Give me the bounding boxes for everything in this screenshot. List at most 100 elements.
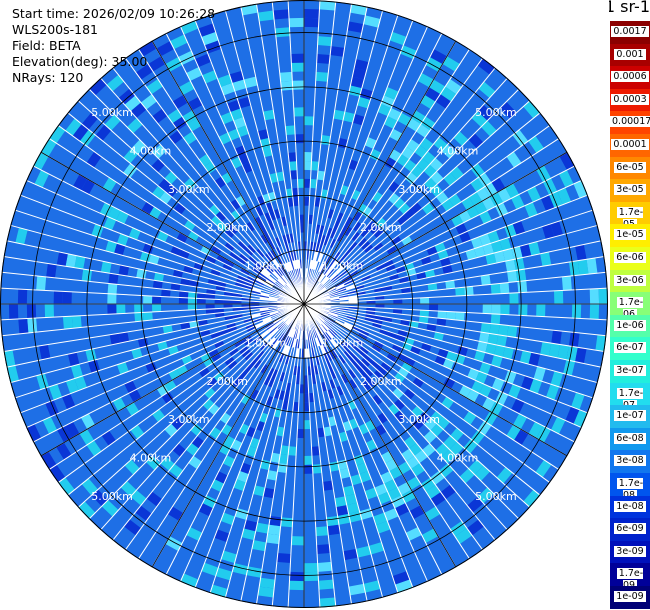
heatmap-cell [404, 356, 416, 367]
heatmap-cell [304, 562, 319, 573]
heatmap-cell [331, 275, 341, 283]
heatmap-cell [489, 323, 500, 335]
heatmap-cell [190, 423, 203, 437]
heatmap-cell [44, 304, 54, 318]
heatmap-cell [430, 492, 446, 507]
ray-line [1, 271, 305, 305]
heatmap-cell [162, 324, 173, 334]
heatmap-cell [157, 341, 168, 351]
heatmap-cell [455, 287, 465, 297]
heatmap-cell [145, 455, 161, 471]
heatmap-cell [317, 326, 324, 335]
ray-line [194, 303, 305, 588]
heatmap-cell [142, 243, 154, 255]
heatmap-cell [251, 290, 261, 295]
heatmap-cell [424, 506, 441, 521]
heatmap-cell [227, 360, 238, 370]
heatmap-cell [350, 343, 360, 352]
heatmap-cell [304, 455, 313, 465]
ray-line [303, 224, 598, 305]
heatmap-cell [224, 242, 235, 252]
heatmap-cell [513, 413, 528, 430]
heatmap-cell [215, 567, 233, 581]
heatmap-cell [140, 94, 157, 110]
heatmap-cell [489, 192, 504, 207]
heatmap-cell [280, 517, 293, 528]
heatmap-cell [321, 333, 329, 343]
heatmap-cell [322, 480, 334, 491]
ray-line [1, 303, 305, 337]
heatmap-cell [498, 324, 509, 337]
range-ring-labels: 1.00km 1.00km 1.00km 1.00km 2.00km 2.00km 2.00… [91, 106, 516, 503]
heatmap-cell [260, 234, 269, 245]
heatmap-cell [323, 426, 332, 437]
heatmap-cell [65, 253, 77, 268]
heatmap-cell [173, 202, 186, 215]
heatmap-cell [304, 8, 320, 19]
heatmap-cell [304, 17, 319, 28]
heatmap-cell [247, 244, 257, 254]
heatmap-cell [363, 354, 374, 364]
heatmap-cell [18, 318, 29, 334]
heatmap-cell [253, 485, 265, 497]
heatmap-cell [573, 180, 588, 199]
heatmap-cell [168, 130, 184, 145]
heatmap-cell [289, 580, 304, 591]
heatmap-cell [316, 336, 323, 346]
colorbar-tick-label: 1e-09 [614, 591, 646, 602]
colorbar-tick-label: 3e-05 [614, 184, 646, 196]
heatmap-cell [470, 163, 485, 178]
heatmap-cell [540, 341, 552, 357]
ray-line [303, 100, 531, 305]
ray-line [303, 303, 368, 602]
heatmap-cell [325, 351, 333, 362]
ray-line [48, 138, 305, 305]
heatmap-cell [292, 401, 299, 412]
heatmap-cell [377, 491, 392, 505]
ray-line [303, 303, 399, 594]
ray-line [20, 194, 305, 305]
heatmap-cell [291, 187, 299, 198]
heatmap-cell [353, 454, 365, 466]
heatmap-cell [479, 233, 492, 246]
heatmap-cell [218, 328, 229, 337]
heatmap-cell [277, 332, 285, 342]
heatmap-cell [269, 326, 278, 334]
heatmap-cell [499, 101, 517, 119]
heatmap-cell [494, 344, 506, 358]
heatmap-cell [327, 287, 337, 294]
heatmap-cell [202, 70, 218, 84]
heatmap-cell [304, 178, 311, 188]
heatmap-cell [361, 274, 371, 282]
heatmap-cell [255, 522, 270, 534]
range-ring-label: 5.00km [475, 106, 517, 119]
heatmap-cell [152, 280, 163, 290]
heatmap-cell [36, 373, 49, 390]
heatmap-cell [356, 545, 372, 558]
colorbar-tick-label: 0.0006 [611, 71, 649, 83]
ray-line [255, 303, 305, 605]
heatmap-cell [324, 319, 333, 327]
ray-line [209, 303, 305, 594]
heatmap-cell [237, 96, 251, 109]
heatmap-cell [281, 275, 289, 284]
heatmap-cell [491, 377, 505, 392]
colorbar-tick-label: 1.7e-06 [610, 297, 650, 321]
heatmap-cell [365, 220, 376, 231]
heatmap-cell [34, 170, 50, 188]
ray-line [0, 303, 305, 321]
heatmap-cell [86, 151, 102, 168]
heatmap-cell [426, 323, 437, 332]
heatmap-cell [328, 313, 338, 319]
colorbar-tick-label: 0.00017 [610, 116, 650, 128]
heatmap-cell [464, 286, 474, 296]
azimuth-spoke [151, 40, 305, 305]
ray-line [67, 112, 305, 305]
heatmap-cell [232, 300, 242, 304]
heatmap-cell [422, 202, 435, 215]
heatmap-cell [235, 278, 246, 285]
heatmap-cell [369, 224, 380, 235]
ray-line [303, 287, 608, 305]
heatmap-cell [440, 484, 456, 500]
heatmap-cell [289, 17, 304, 28]
